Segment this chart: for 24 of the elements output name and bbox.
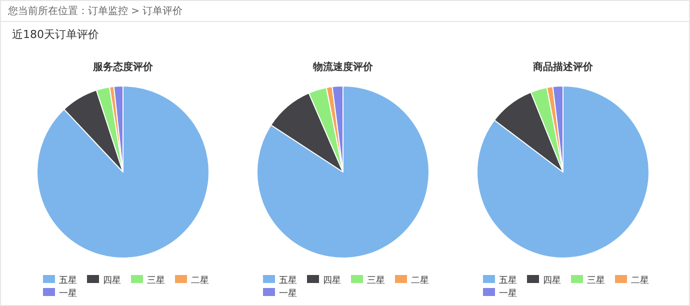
legend-label: 一星	[499, 288, 517, 299]
legend-label: 三星	[587, 275, 605, 286]
text: 您当前所在位置：订单监控 > 订单评价	[7, 5, 183, 17]
pie-slice	[256, 86, 430, 258]
chart-title: 商品描述评价	[532, 61, 594, 73]
chart-title: 物流速度评价	[312, 61, 374, 73]
legend-label: 一星	[279, 288, 297, 299]
legend-label: 五星	[279, 275, 297, 286]
legend-label: 三星	[147, 275, 165, 286]
legend-label: 二星	[411, 275, 429, 286]
legend-label: 五星	[59, 275, 77, 286]
legend-label: 二星	[631, 275, 649, 286]
legend-label: 五星	[499, 275, 517, 286]
legend-label: 一星	[59, 288, 77, 299]
pie-slice	[476, 86, 650, 258]
legend-label: 四星	[543, 275, 561, 286]
legend-label: 三星	[367, 275, 385, 286]
legend-label: 二星	[191, 275, 209, 286]
pie-slice	[36, 86, 210, 258]
legend-label: 四星	[323, 275, 341, 286]
pie-slice	[64, 90, 124, 172]
chart-title: 服务态度评价	[92, 61, 154, 73]
legend-label: 四星	[103, 275, 121, 286]
text: 近180天订单评价	[12, 28, 99, 41]
